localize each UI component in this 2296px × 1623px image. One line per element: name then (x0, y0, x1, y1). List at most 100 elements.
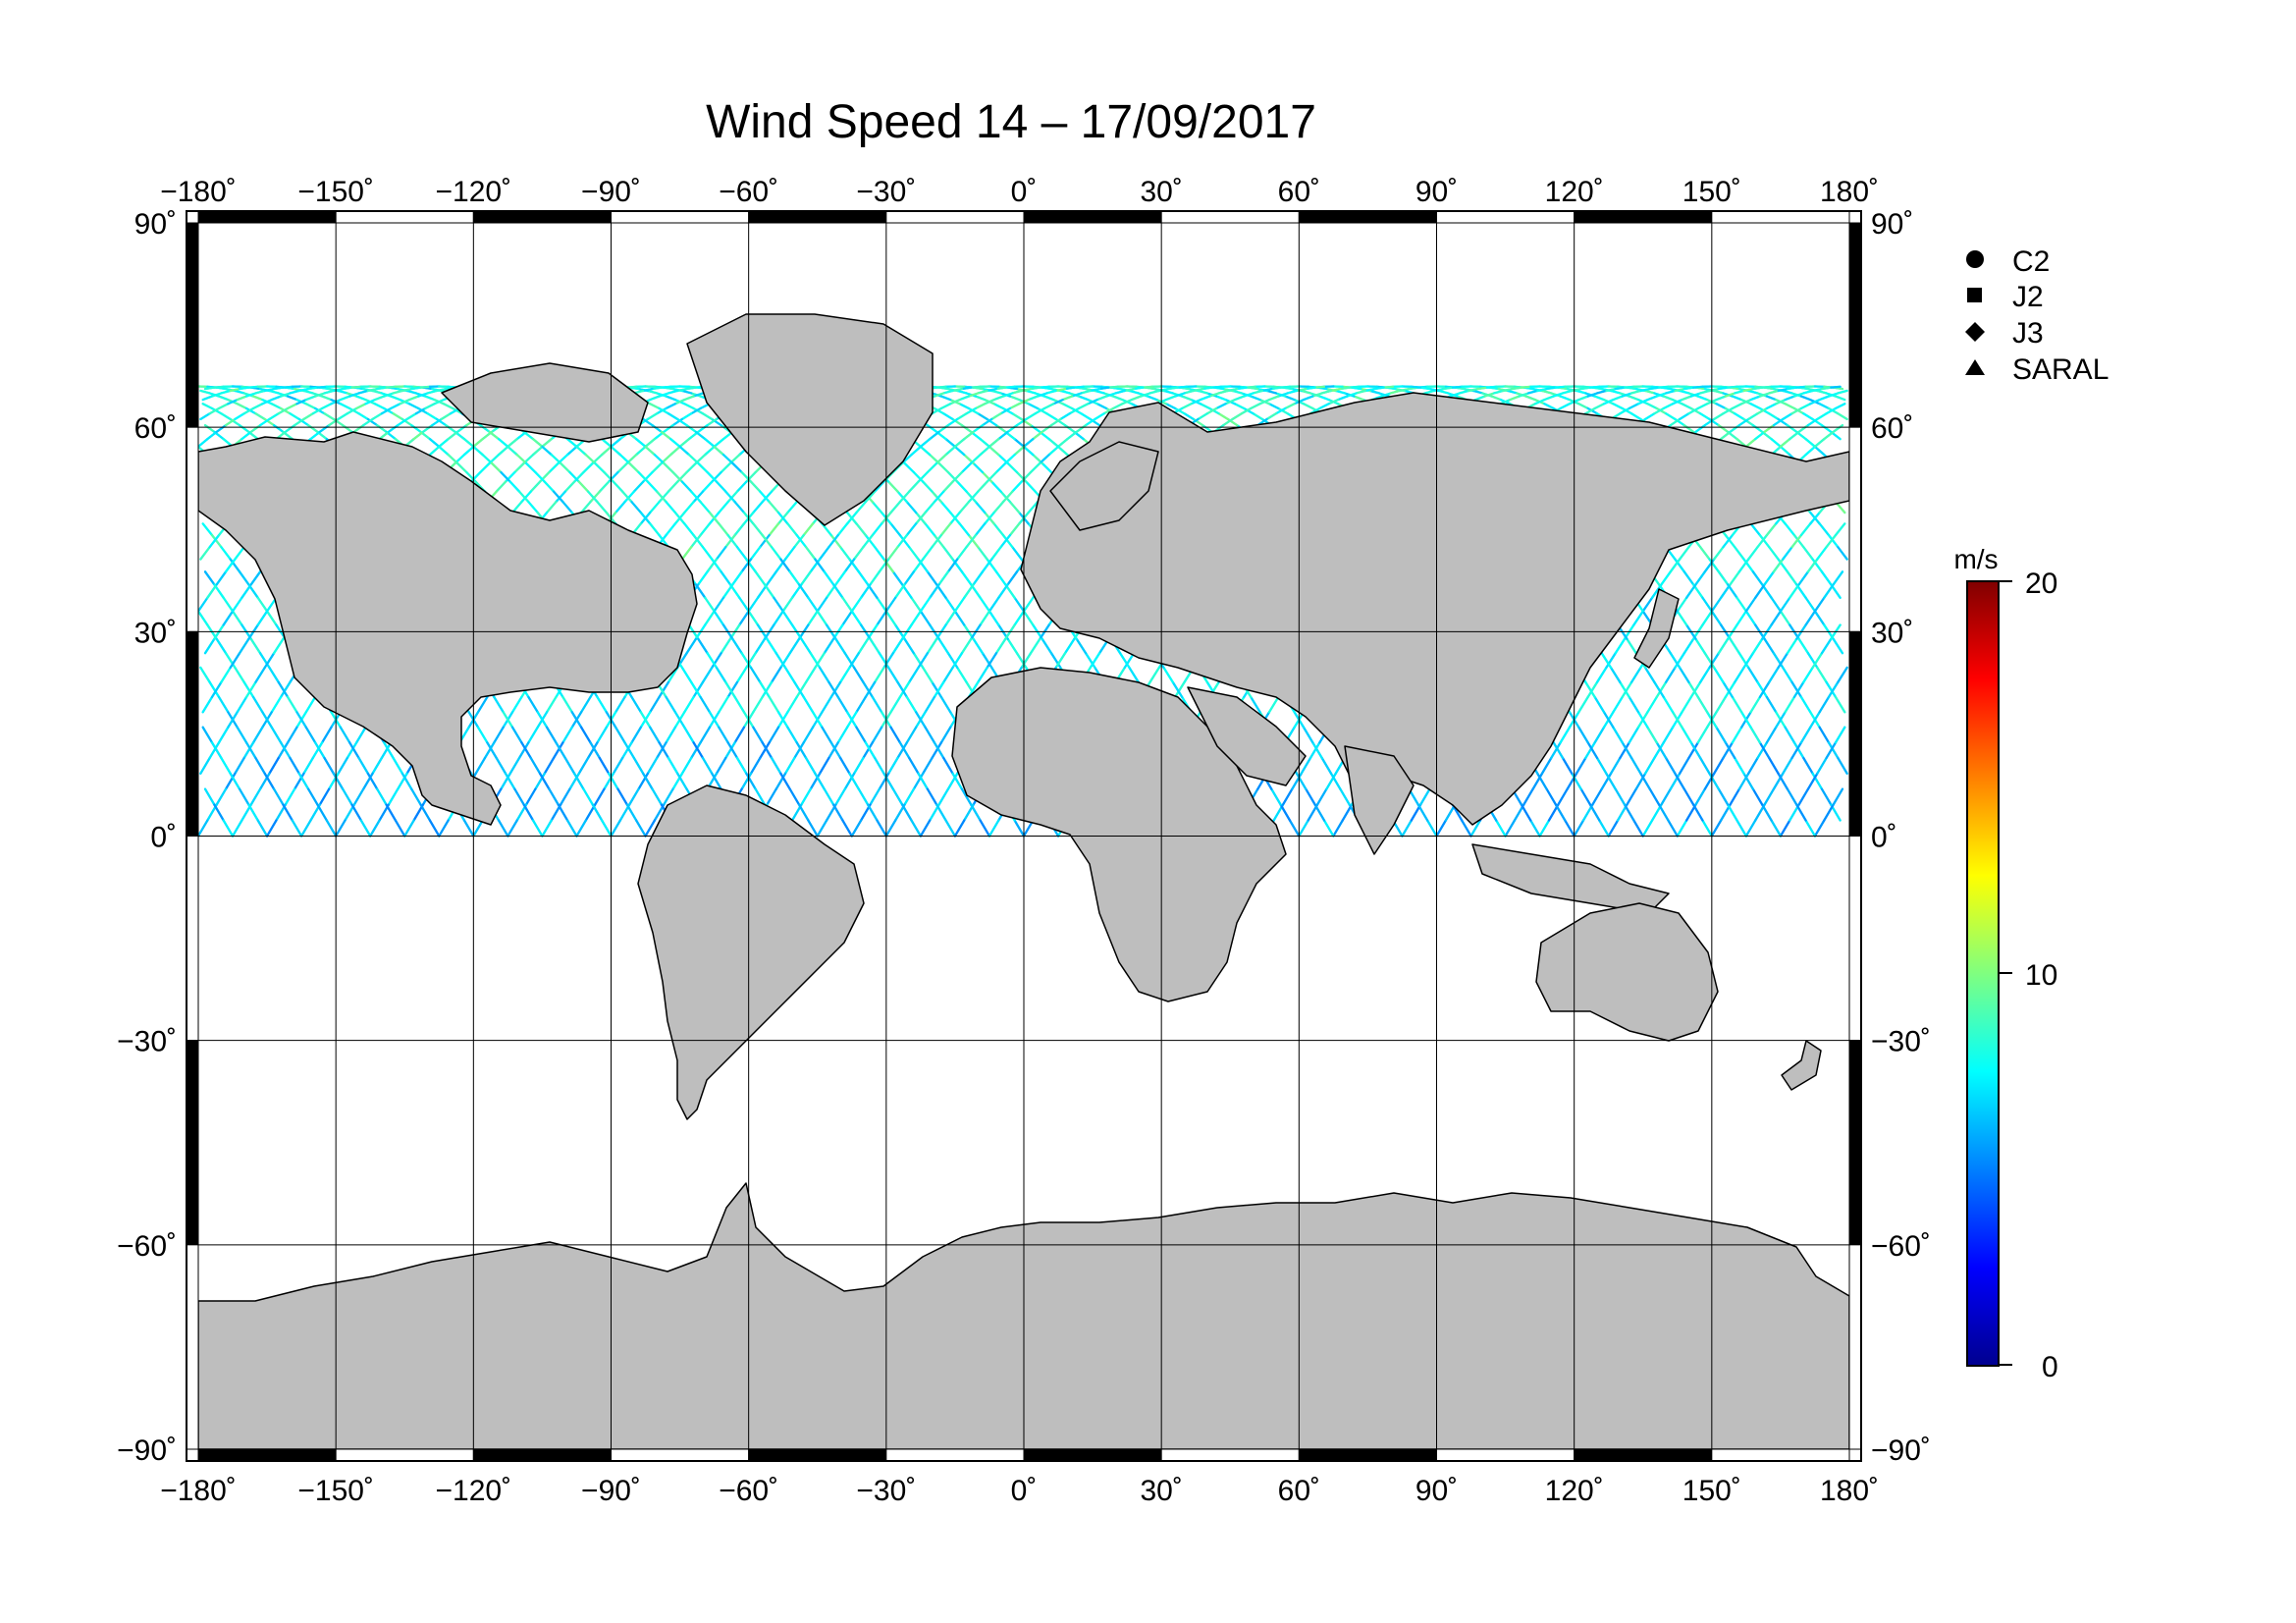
track-segment (1682, 570, 1695, 586)
track-segment (1006, 637, 1019, 655)
track-segment (981, 652, 993, 670)
track-segment (1013, 819, 1026, 838)
track-segment (1540, 389, 1553, 395)
track-segment (1768, 546, 1780, 561)
track-segment (538, 470, 551, 483)
track-segment (203, 787, 216, 806)
track-segment (504, 470, 516, 483)
track-segment (944, 596, 957, 613)
track-segment (222, 819, 235, 838)
track-segment (1763, 637, 1776, 655)
track-segment (839, 546, 851, 561)
track-segment (265, 819, 278, 838)
track-segment (926, 570, 938, 586)
track-segment (1174, 680, 1186, 699)
track-segment (931, 680, 943, 699)
track-segment (1834, 695, 1846, 714)
track-segment (701, 412, 714, 420)
track-segment (1701, 596, 1713, 613)
track-segment (1737, 652, 1750, 670)
track-segment (821, 522, 832, 537)
track-segment (1511, 386, 1523, 391)
track-segment (495, 480, 507, 493)
track-segment (884, 610, 897, 626)
track-segment (1577, 403, 1589, 410)
track-segment (254, 756, 266, 775)
track-segment (1442, 386, 1454, 391)
track-segment (1832, 637, 1844, 655)
track-segment (1593, 395, 1606, 402)
track-segment (1758, 533, 1771, 549)
track-segment (234, 756, 245, 775)
track-segment (1471, 389, 1484, 395)
track-segment (215, 787, 228, 806)
track-segment (646, 389, 659, 395)
track-segment (462, 445, 475, 457)
track-segment (1734, 546, 1745, 561)
track-segment (268, 756, 280, 775)
track-segment (680, 389, 693, 395)
track-segment (683, 403, 695, 410)
track-segment (497, 445, 509, 457)
track-segment (479, 461, 491, 474)
track-segment (1717, 570, 1730, 586)
track-segment (1015, 652, 1028, 670)
track-segment (1735, 596, 1747, 613)
track-segment (891, 570, 904, 586)
track-segment (231, 819, 243, 838)
track-segment (1485, 385, 1498, 389)
track-segment (908, 546, 920, 561)
track-segment (1777, 558, 1789, 573)
track-segment (220, 756, 232, 775)
track-segment (676, 387, 688, 393)
track-segment (1674, 558, 1685, 573)
track-segment (469, 470, 482, 483)
track-segment (284, 787, 296, 806)
track-segment (1148, 666, 1160, 683)
track-segment (520, 490, 532, 504)
track-segment (1524, 395, 1537, 402)
track-segment (1699, 546, 1711, 561)
track-segment (1820, 787, 1833, 806)
track-segment (933, 533, 945, 549)
track-segment (304, 695, 317, 714)
track-segment (513, 461, 525, 474)
track-segment (1476, 386, 1488, 391)
track-segment (937, 637, 950, 655)
track-segment (651, 386, 663, 391)
track-segment (1724, 533, 1736, 549)
track-segment (871, 501, 883, 514)
track-segment (1825, 680, 1838, 699)
track-segment (1784, 726, 1796, 744)
track-segment (1799, 695, 1812, 714)
track-segment (1806, 652, 1819, 670)
track-segment (201, 726, 214, 744)
track-segment (311, 741, 324, 760)
track-segment (1423, 389, 1436, 395)
track-segment (472, 438, 484, 448)
track-segment (210, 741, 223, 760)
track-segment (660, 385, 672, 389)
track-segment (1490, 395, 1503, 402)
track-segment (321, 726, 333, 744)
track-segment (1744, 610, 1757, 626)
track-segment (199, 666, 211, 683)
track-segment (1813, 610, 1826, 626)
track-segment (1559, 395, 1572, 402)
track-segment (529, 480, 542, 493)
track-segment (224, 772, 237, 790)
track-segment (566, 445, 578, 457)
track-segment (1543, 403, 1555, 410)
track-segment (507, 438, 518, 448)
track-segment (1586, 406, 1599, 415)
track-segment (1804, 596, 1817, 613)
track-segment (1751, 570, 1764, 586)
track-segment (912, 652, 925, 670)
track-segment (1458, 389, 1470, 395)
track-segment (1782, 666, 1793, 683)
track-segment (910, 596, 922, 613)
track-segment (236, 726, 248, 744)
track-segment (531, 445, 544, 457)
track-segment (1797, 637, 1810, 655)
